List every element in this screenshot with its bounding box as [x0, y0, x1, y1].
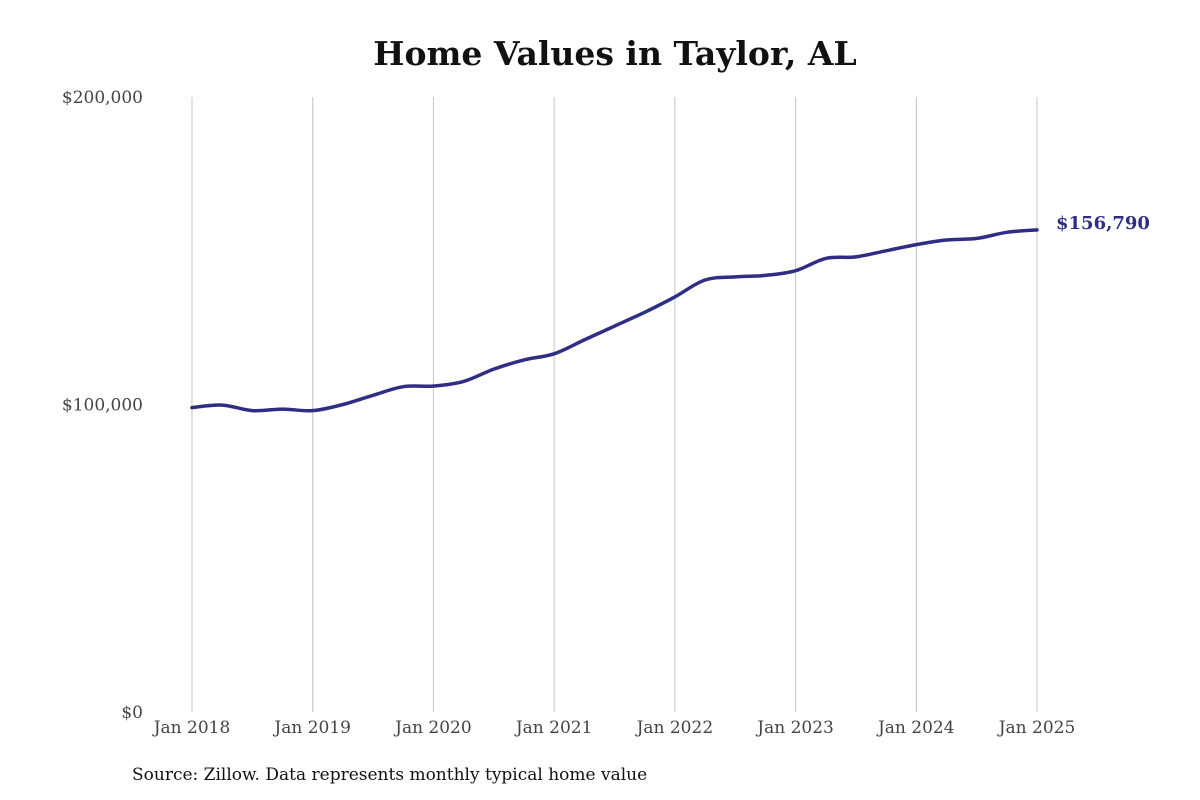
y-tick-label: $200,000 [62, 88, 143, 108]
y-tick-label: $0 [121, 703, 143, 723]
x-tick-label: Jan 2022 [635, 718, 714, 738]
end-value-label: $156,790 [1056, 213, 1150, 234]
series-layer: $156,790 [190, 213, 1150, 413]
y-axis-ticks: $0 $100,000 $200,000 [62, 88, 143, 723]
x-tick-label: Jan 2023 [755, 718, 834, 738]
x-axis-ticks: Jan 2018 Jan 2019 Jan 2020 Jan 2021 Jan 2022… [152, 718, 1076, 738]
source-note: Source: Zillow. Data represents monthly … [132, 765, 648, 785]
x-tick-label: Jan 2020 [393, 718, 472, 738]
x-tick-label: Jan 2025 [997, 718, 1076, 738]
y-tick-label: $100,000 [62, 396, 143, 416]
series-line [190, 228, 1039, 413]
chart-title: Home Values in Taylor, AL [373, 34, 857, 73]
x-tick-label: Jan 2018 [152, 718, 231, 738]
x-tick-label: Jan 2021 [514, 718, 593, 738]
x-tick-label: Jan 2024 [876, 718, 955, 738]
x-tick-label: Jan 2019 [272, 718, 351, 738]
gridlines [191, 97, 1038, 712]
